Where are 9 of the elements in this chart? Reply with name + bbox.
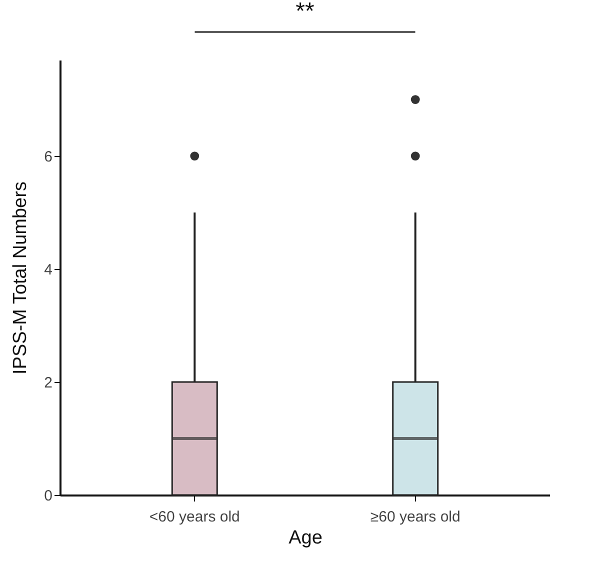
y-tick-label: 6 (44, 148, 52, 166)
x-axis-title: Age (288, 528, 322, 548)
y-tick-label: 0 (44, 488, 52, 504)
x-tick-label: ≥60 years old (370, 508, 460, 526)
x-tick-label: <60 years old (149, 508, 240, 526)
y-tick-label: 2 (44, 374, 52, 392)
text: ** (296, 0, 314, 25)
y-axis-title: IPSS-M Total Numbers (10, 182, 32, 374)
y-tick-label: 4 (44, 262, 52, 279)
